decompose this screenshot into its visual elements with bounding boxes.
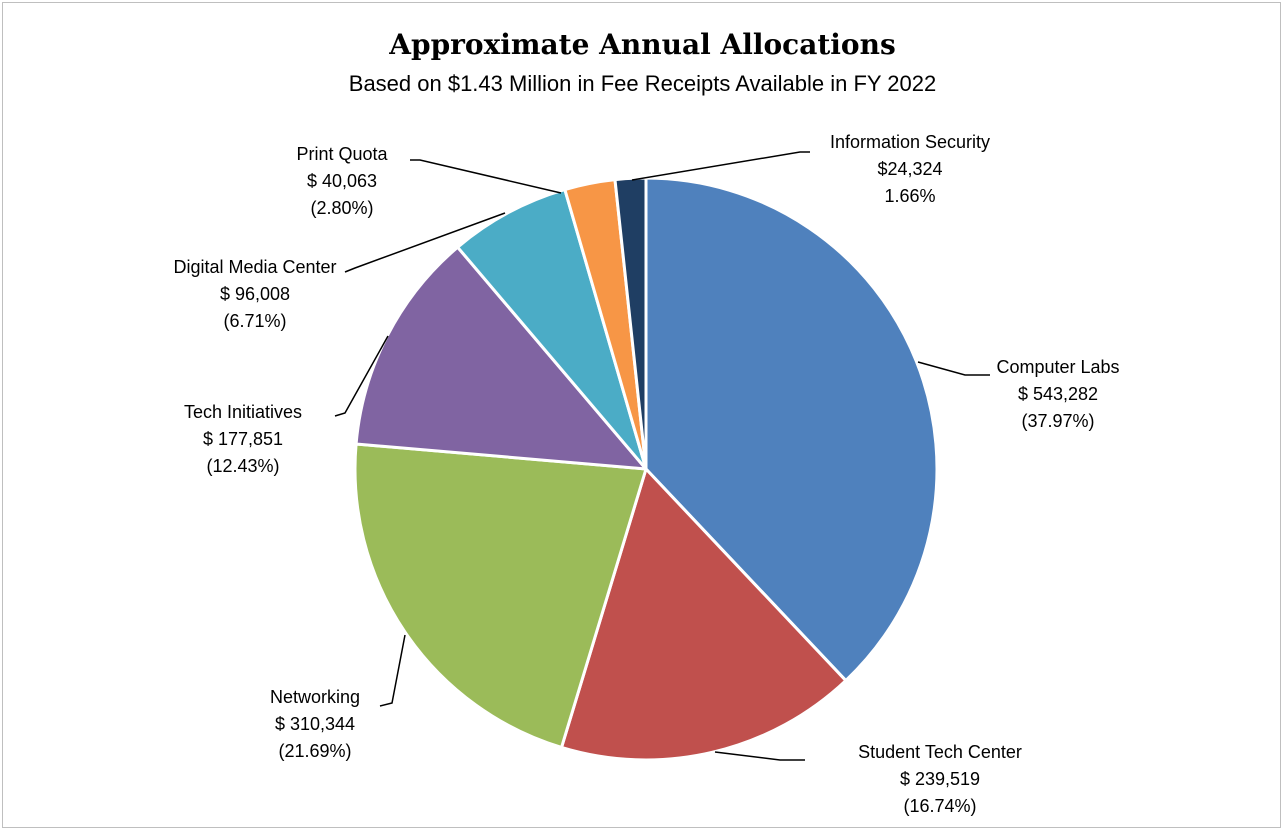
slice-label-amount: $ 40,063 [307,171,377,191]
leader-line [631,151,810,181]
pie-slice-digital-media-center [456,188,648,471]
pie-slice-student-tech-center [560,467,848,762]
slice-label-amount: $24,324 [877,159,942,179]
slice-label-name: Student Tech Center [858,742,1022,762]
slice-label-amount: $ 310,344 [275,714,355,734]
pie-slice-networking [353,442,648,749]
leader-line [344,212,506,273]
leader-line [917,361,990,376]
slice-label-percent: (6.71%) [223,311,286,331]
leader-line [714,751,805,761]
slice-label-name: Information Security [830,132,990,152]
leader-line [334,335,389,417]
slice-label-name: Networking [270,687,360,707]
slice-label-percent: (37.97%) [1021,411,1094,431]
slice-label-percent: (21.69%) [278,741,351,761]
slice-label-percent: (12.43%) [206,456,279,476]
slice-label-amount: $ 177,851 [203,429,283,449]
slice-label-name: Digital Media Center [173,257,336,277]
slice-labels: Computer Labs $ 543,282 (37.97%) Student Te… [173,132,1119,816]
slice-label-amount: $ 96,008 [220,284,290,304]
slice-label-percent: (16.74%) [903,796,976,816]
leader-line [410,159,562,194]
slice-label-name: Tech Initiatives [184,402,302,422]
leader-line [379,634,406,707]
slice-label-percent: (2.80%) [310,198,373,218]
chart-title: Approximate Annual Allocations [389,28,896,61]
slice-label-name: Computer Labs [996,357,1119,377]
slice-label-percent: 1.66% [884,186,935,206]
slice-label-amount: $ 239,519 [900,769,980,789]
pie-slice-tech-initiatives [354,245,648,471]
pie-slice-computer-labs [644,176,939,683]
pie-slices [353,176,939,762]
leader-lines [334,151,990,761]
slice-label-name: Print Quota [296,144,388,164]
chart-subtitle: Based on $1.43 Million in Fee Receipts A… [348,71,937,96]
slice-label-amount: $ 543,282 [1018,384,1098,404]
